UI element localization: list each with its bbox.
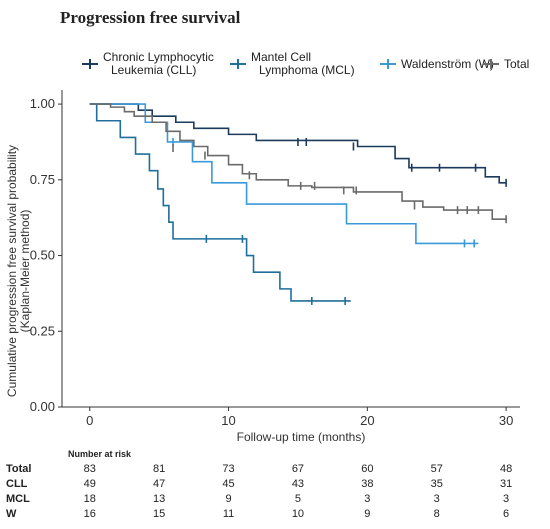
y-tick-label: 1.00	[30, 96, 55, 111]
legend-label-line: Total	[504, 57, 529, 71]
axes: 0.00 0.25 0.50 0.75 1.00 0 10 20 30 Follow-up tim…	[5, 90, 520, 444]
y-tick-label: 0.75	[30, 172, 55, 187]
risk-value: 6	[503, 508, 509, 520]
risk-value: 16	[84, 508, 96, 520]
risk-value: 67	[292, 463, 304, 475]
series-line	[89, 103, 507, 184]
legend-label-line: Leukemia (CLL)	[111, 63, 196, 77]
legend-label-line: Lymphoma (MCL)	[259, 63, 355, 77]
risk-table-title: Number at risk	[68, 449, 132, 459]
y-axis-label: (Kaplan-Meier method)	[18, 210, 32, 333]
risk-value: 57	[431, 463, 443, 475]
x-axis-label: Follow-up time (months)	[237, 430, 366, 444]
risk-value: 35	[431, 478, 443, 490]
risk-value: 11	[223, 508, 234, 520]
risk-value: 43	[292, 478, 304, 490]
risk-value: 15	[153, 508, 165, 520]
risk-value: 9	[225, 493, 231, 505]
legend-label-line: Mantel Cell	[251, 50, 311, 64]
risk-value: 3	[503, 493, 509, 505]
risk-value: 3	[364, 493, 370, 505]
series-line	[89, 103, 479, 245]
risk-value: 13	[153, 493, 165, 505]
risk-value: 5	[295, 493, 301, 505]
risk-value: 60	[361, 463, 373, 475]
risk-value: 3	[434, 493, 440, 505]
risk-value: 31	[500, 478, 512, 490]
series-line	[89, 103, 351, 302]
x-tick-label: 0	[86, 413, 93, 428]
risk-value: 45	[222, 478, 234, 490]
risk-value: 18	[84, 493, 96, 505]
x-tick-label: 20	[360, 413, 374, 428]
y-tick-label: 0.00	[30, 399, 55, 414]
chart-title: Progression free survival	[60, 8, 241, 27]
x-tick-label: 30	[499, 413, 513, 428]
legend-label-line: Chronic Lymphocytic	[103, 50, 214, 64]
risk-value: 83	[84, 463, 96, 475]
y-tick-label: 0.25	[30, 323, 55, 338]
risk-row-label: CLL	[6, 478, 28, 490]
risk-row-label: W	[6, 508, 17, 520]
plot-area	[89, 103, 507, 305]
risk-row-label: MCL	[6, 493, 30, 505]
risk-row-label: Total	[6, 463, 31, 475]
risk-value: 38	[361, 478, 373, 490]
legend: Chronic Lymphocytic Leukemia (CLL) Mantel …	[82, 50, 529, 77]
risk-value: 81	[153, 463, 165, 475]
series-line	[89, 103, 507, 220]
legend-label: Waldenström (W)	[401, 57, 494, 71]
y-axis-label: Cumulative progression free survival pro…	[5, 145, 19, 397]
x-tick-label: 10	[221, 413, 235, 428]
risk-value: 48	[500, 463, 512, 475]
risk-value: 9	[364, 508, 370, 520]
legend-label: Mantel Cell Lymphoma (MCL)	[251, 50, 355, 77]
legend-label-line: Waldenström (W)	[401, 57, 494, 71]
legend-label: Total	[504, 57, 529, 71]
y-tick-label: 0.50	[30, 248, 55, 263]
risk-value: 10	[292, 508, 304, 520]
risk-value: 73	[222, 463, 234, 475]
risk-value: 8	[434, 508, 440, 520]
risk-value: 49	[84, 478, 96, 490]
legend-label: Chronic Lymphocytic Leukemia (CLL)	[103, 50, 214, 77]
risk-value: 47	[153, 478, 165, 490]
